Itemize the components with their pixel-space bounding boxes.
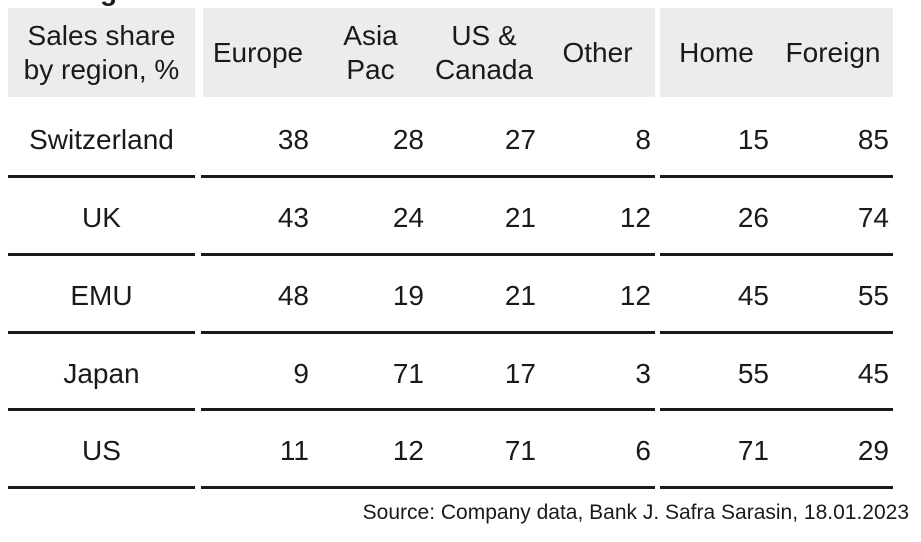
table-cell: 11 bbox=[279, 435, 309, 466]
row-label: Switzerland bbox=[29, 124, 174, 155]
row-divider bbox=[8, 253, 195, 256]
row-divider bbox=[660, 408, 893, 411]
row-divider bbox=[201, 253, 655, 256]
column-header: Other bbox=[562, 36, 633, 68]
row-divider bbox=[8, 331, 195, 334]
table-cell: 19 bbox=[392, 280, 424, 311]
table-cell: 21 bbox=[504, 280, 536, 311]
table-cell: 38 bbox=[277, 124, 309, 155]
cropped-title-fragment: g bbox=[100, 0, 117, 6]
table-cell: 71 bbox=[737, 435, 769, 466]
table-cell: 26 bbox=[737, 202, 769, 233]
table-cell: 27 bbox=[504, 124, 536, 155]
table-cell: 55 bbox=[737, 358, 769, 389]
row-label: EMU bbox=[70, 280, 133, 311]
row-divider bbox=[201, 175, 655, 178]
table-cell: 55 bbox=[857, 280, 889, 311]
table-cell: 71 bbox=[504, 435, 536, 466]
row-divider bbox=[660, 253, 893, 256]
row-divider bbox=[660, 175, 893, 178]
table-cell: 21 bbox=[504, 202, 536, 233]
header-background bbox=[203, 8, 655, 97]
column-header: Europe bbox=[212, 36, 304, 68]
column-header: Foreign bbox=[785, 36, 881, 68]
row-divider bbox=[8, 175, 195, 178]
column-header: Asia Pac bbox=[343, 19, 398, 85]
table-cell: 71 bbox=[392, 358, 424, 389]
table-cell: 12 bbox=[392, 435, 424, 466]
table-cell: 3 bbox=[635, 358, 651, 389]
table-cell: 12 bbox=[619, 280, 651, 311]
table-cell: 17 bbox=[504, 358, 536, 389]
row-divider bbox=[8, 408, 195, 411]
table-cell: 85 bbox=[857, 124, 889, 155]
table-cell: 8 bbox=[635, 124, 651, 155]
table-cell: 28 bbox=[392, 124, 424, 155]
table-cell: 9 bbox=[293, 358, 309, 389]
table-cell: 48 bbox=[277, 280, 309, 311]
table-cell: 6 bbox=[635, 435, 651, 466]
row-divider bbox=[660, 486, 893, 489]
table-cell: 43 bbox=[277, 202, 309, 233]
header-corner-label: Sales share by region, % bbox=[23, 19, 180, 85]
table-cell: 15 bbox=[737, 124, 769, 155]
table-cell: 24 bbox=[392, 202, 424, 233]
row-divider bbox=[660, 331, 893, 334]
row-divider bbox=[8, 486, 195, 489]
table-cell: 12 bbox=[619, 202, 651, 233]
table-cell: 45 bbox=[857, 358, 889, 389]
row-label: Japan bbox=[63, 358, 140, 389]
header-background bbox=[8, 8, 195, 97]
table-cell: 45 bbox=[737, 280, 769, 311]
row-label: UK bbox=[82, 202, 121, 233]
source-note: Source: Company data, Bank J. Safra Sara… bbox=[362, 501, 909, 524]
row-label: US bbox=[82, 435, 121, 466]
row-divider bbox=[201, 408, 655, 411]
table-cell: 29 bbox=[857, 435, 889, 466]
table-cell: 74 bbox=[857, 202, 889, 233]
column-header: US & Canada bbox=[434, 19, 534, 85]
row-divider bbox=[201, 486, 655, 489]
header-background bbox=[660, 8, 893, 97]
row-divider bbox=[201, 331, 655, 334]
column-header: Home bbox=[679, 36, 754, 68]
